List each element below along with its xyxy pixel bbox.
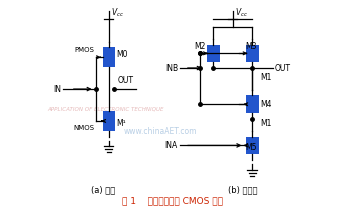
- Text: APPLICATION OF ELECTRONIC TECHNIQUE: APPLICATION OF ELECTRONIC TECHNIQUE: [47, 107, 164, 112]
- Text: $V_{cc}$: $V_{cc}$: [111, 7, 125, 19]
- Text: M2: M2: [194, 42, 206, 51]
- Text: M1: M1: [260, 119, 272, 128]
- Text: INB: INB: [165, 63, 178, 73]
- Text: M4: M4: [260, 100, 272, 109]
- Bar: [207, 45, 220, 62]
- Text: $V_{cc}$: $V_{cc}$: [236, 7, 248, 19]
- Text: (a) 非门: (a) 非门: [91, 185, 116, 194]
- Text: OUT: OUT: [117, 76, 134, 85]
- Bar: [102, 47, 116, 67]
- Text: INA: INA: [165, 141, 178, 150]
- Text: M1: M1: [260, 73, 272, 82]
- Text: OUT: OUT: [274, 63, 290, 73]
- Bar: [246, 137, 259, 154]
- Text: NMOS: NMOS: [73, 125, 95, 131]
- Bar: [246, 45, 259, 62]
- Text: www.chinaAET.com: www.chinaAET.com: [124, 127, 197, 136]
- Bar: [246, 95, 259, 113]
- Text: M5: M5: [245, 143, 257, 152]
- Bar: [102, 111, 116, 131]
- Text: 图 1    非门、与非门 CMOS 电路: 图 1 非门、与非门 CMOS 电路: [121, 197, 223, 206]
- Text: PMOS: PMOS: [75, 47, 95, 53]
- Text: M¹: M¹: [117, 119, 126, 128]
- Text: M0: M0: [117, 50, 128, 59]
- Text: (b) 与非门: (b) 与非门: [228, 185, 257, 194]
- Text: M3: M3: [245, 42, 257, 51]
- Text: IN: IN: [53, 85, 61, 94]
